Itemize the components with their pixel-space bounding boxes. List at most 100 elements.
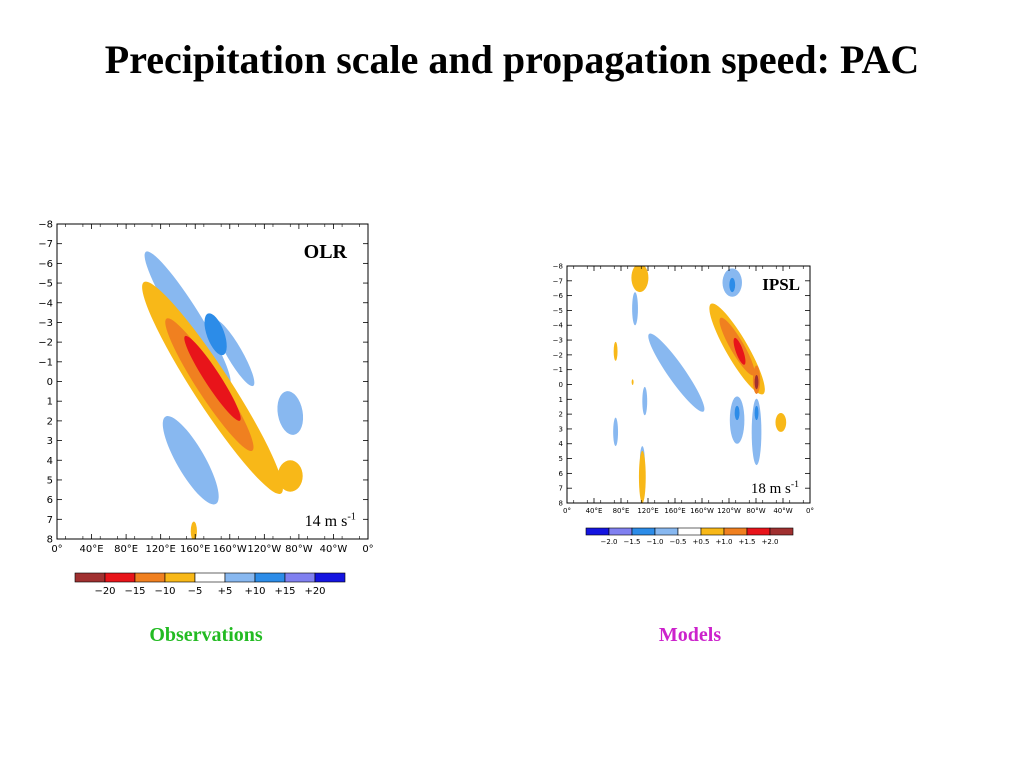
contour-blob — [775, 412, 787, 432]
observations-caption: Observations — [149, 624, 263, 646]
colorbar-label: +1.0 — [716, 538, 733, 546]
contour-fills — [142, 251, 304, 539]
y-tick-label: −1 — [553, 366, 563, 374]
y-tick-label: −2 — [553, 351, 563, 359]
colorbar-swatch — [631, 527, 656, 536]
x-tick-label: 40°E — [80, 544, 104, 555]
x-tick-label: 160°W — [213, 544, 247, 555]
contour-blob — [613, 417, 619, 447]
x-tick-label: 80°E — [613, 507, 630, 515]
y-tick-label: 4 — [47, 456, 53, 467]
y-tick-label: −6 — [553, 292, 564, 300]
colorbar-swatch — [314, 572, 346, 583]
contour-blob — [638, 450, 646, 503]
contour-blob — [277, 460, 303, 492]
y-tick-label: −7 — [38, 239, 53, 250]
x-tick-label: 120°W — [717, 507, 741, 515]
y-tick-label: 7 — [47, 515, 53, 526]
y-tick-label: 3 — [559, 425, 563, 433]
x-tick-label: 160°E — [664, 507, 685, 515]
speed-annotation: 14 m s-1 — [305, 512, 356, 530]
x-tick-label: 80°W — [746, 507, 765, 515]
contour-blob — [631, 379, 634, 385]
y-tick-label: 5 — [47, 475, 53, 486]
x-tick-label: 40°W — [320, 544, 348, 555]
colorbar-label: −0.5 — [670, 538, 687, 546]
x-tick-label: 120°W — [247, 544, 281, 555]
y-tick-label: −6 — [38, 259, 53, 270]
y-tick-label: −5 — [553, 307, 563, 315]
contour-blob — [613, 341, 618, 361]
y-tick-label: 4 — [559, 440, 564, 448]
colorbar-swatch — [254, 572, 286, 583]
speed-annotation-text: 14 m s — [305, 513, 348, 530]
y-tick-label: 0 — [559, 381, 563, 389]
y-tick-label: −4 — [38, 298, 53, 309]
y-tick-label: −1 — [38, 357, 53, 368]
contour-blob — [204, 313, 227, 356]
colorbar-swatch — [746, 527, 771, 536]
contour-blob — [733, 337, 746, 365]
colorbar-swatch — [134, 572, 166, 583]
colorbar-swatch — [654, 527, 679, 536]
x-tick-label: 160°E — [180, 544, 210, 555]
y-tick-label: 8 — [559, 499, 563, 507]
y-tick-label: 3 — [47, 436, 53, 447]
y-tick-label: −5 — [38, 279, 53, 290]
colorbar-label: +2.0 — [762, 538, 779, 546]
models-caption: Models — [658, 624, 722, 646]
contour-fills — [613, 266, 787, 503]
y-tick-label: −8 — [38, 220, 53, 231]
y-tick-label: 1 — [47, 397, 53, 408]
contour-blob — [642, 386, 648, 416]
x-tick-label: 0° — [362, 544, 373, 555]
colorbar-label: −1.5 — [624, 538, 641, 546]
x-tick-label: 0° — [806, 507, 814, 515]
y-tick-label: −3 — [38, 318, 53, 329]
y-tick-label: −2 — [38, 338, 53, 349]
y-tick-label: −7 — [553, 277, 563, 285]
colorbar-label: −20 — [94, 586, 115, 597]
contour-blob — [729, 277, 736, 293]
y-tick-label: 5 — [559, 455, 563, 463]
x-tick-label: 0° — [563, 507, 571, 515]
y-tick-label: −4 — [553, 322, 564, 330]
colorbar-label: −5 — [188, 586, 203, 597]
contour-blob — [751, 398, 762, 466]
colorbar-swatch — [104, 572, 136, 583]
y-tick-label: 8 — [47, 535, 53, 546]
colorbar-label: −10 — [154, 586, 175, 597]
y-tick-label: 6 — [559, 470, 564, 478]
x-tick-label: 80°W — [285, 544, 313, 555]
colorbar-swatch — [164, 572, 196, 583]
contour-blob — [277, 391, 304, 435]
x-tick-label: 120°E — [637, 507, 658, 515]
x-tick-label: 0° — [51, 544, 62, 555]
colorbar-swatch — [74, 572, 106, 583]
contour-blob — [754, 375, 759, 390]
slide-title: Precipitation scale and propagation spee… — [104, 37, 920, 82]
contour-blob — [190, 521, 197, 539]
colorbar-swatch — [723, 527, 748, 536]
colorbar-label: +15 — [274, 586, 295, 597]
chart-title: OLR — [304, 241, 348, 263]
y-tick-label: 1 — [559, 396, 563, 404]
contour-blob — [162, 416, 219, 505]
x-tick-label: 40°E — [586, 507, 603, 515]
colorbar-label: +1.5 — [739, 538, 756, 546]
speed-annotation-sup: -1 — [791, 479, 799, 490]
colorbar-swatch — [585, 527, 610, 536]
colorbar-swatch — [677, 527, 702, 536]
y-tick-label: 2 — [559, 411, 563, 419]
contour-blob — [632, 292, 638, 326]
colorbar-label: −15 — [124, 586, 145, 597]
y-tick-label: −3 — [553, 337, 563, 345]
speed-annotation-sup: -1 — [347, 512, 356, 523]
colorbar-label: −1.0 — [647, 538, 664, 546]
contour-blob — [648, 333, 705, 412]
x-tick-label: 160°W — [690, 507, 714, 515]
colorbar-label: +0.5 — [693, 538, 710, 546]
colorbar-swatch — [769, 527, 794, 536]
